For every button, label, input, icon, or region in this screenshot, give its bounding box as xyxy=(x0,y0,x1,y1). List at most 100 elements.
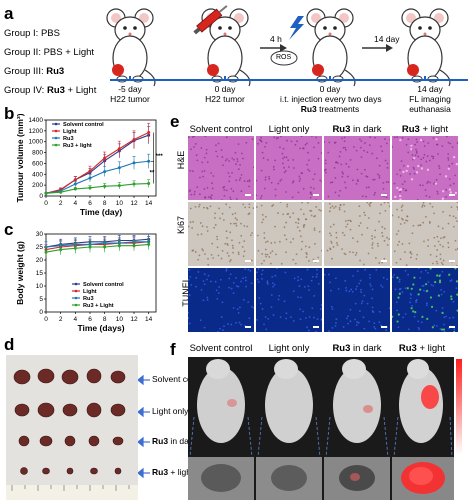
y-tick-label: 800 xyxy=(32,150,43,157)
y-tick-label: 200 xyxy=(32,182,43,189)
legend-marker xyxy=(74,296,78,300)
tumor-row-label-2: Light only xyxy=(152,406,189,416)
series-line xyxy=(45,238,149,248)
ruler xyxy=(11,485,130,491)
series-line xyxy=(45,241,149,248)
data-point xyxy=(103,170,107,174)
panel-a-illustration xyxy=(106,5,468,87)
tumor-row-label-1: Solvent control xyxy=(152,374,209,384)
imaging-col-3: Ru3 in dark xyxy=(332,343,382,354)
tumor-photo xyxy=(6,355,138,500)
legend-marker xyxy=(74,289,78,293)
ros-label: ROS xyxy=(276,54,292,61)
legend-label: Ru3 xyxy=(83,296,94,302)
histology-tile-tunel xyxy=(188,268,254,332)
legend-marker xyxy=(74,303,78,307)
arrow-14day-icon xyxy=(386,44,393,52)
panel-d-arrows xyxy=(138,374,150,479)
plot-frame xyxy=(45,119,157,197)
data-point xyxy=(147,182,151,186)
mouse-1-icon xyxy=(106,8,156,87)
panel-label-e: e xyxy=(170,112,180,131)
group-label-2: Group II: PBS + Light xyxy=(4,47,95,58)
legend-marker xyxy=(54,136,58,140)
histology-tile-he xyxy=(324,136,390,200)
legend-marker xyxy=(54,143,58,147)
data-point xyxy=(117,244,121,248)
y-tick-label: 400 xyxy=(32,171,43,178)
data-point xyxy=(88,186,92,190)
series-line xyxy=(45,241,149,251)
fluorescence-scale-bar xyxy=(456,359,462,455)
arrow-4h-label: 4 h xyxy=(270,34,282,44)
tumour-volume-chart: 0 2 4 6 8 10 12 14 0 200 400 600 800 1000 1200 1400 Time… xyxy=(10,113,170,229)
histology-tile-he xyxy=(256,136,322,200)
group-label-1: Group I: PBS xyxy=(4,28,60,39)
histology-col-1: Solvent control xyxy=(189,124,253,135)
series-line xyxy=(45,131,149,194)
mouse-image-4 xyxy=(399,359,443,443)
panel-label-d: d xyxy=(4,335,15,354)
histology-tile-he xyxy=(392,136,458,200)
x-tick-label: 4 xyxy=(74,316,78,323)
ros-bubble xyxy=(270,50,298,66)
data-point xyxy=(117,184,121,188)
y-tick-label: 0 xyxy=(39,193,43,200)
y-tick-label: 10 xyxy=(36,283,44,290)
imaging-panel xyxy=(188,357,468,500)
group-label-4: Group IV: Ru3 + Light xyxy=(4,85,97,96)
x-tick-label: 2 xyxy=(59,200,63,207)
x-tick-label: 10 xyxy=(116,200,124,207)
legend-marker xyxy=(74,282,78,286)
data-point xyxy=(88,245,92,249)
legend-label: Solvent control xyxy=(83,282,124,288)
histology-row-ki67: Ki67 xyxy=(176,216,186,235)
panel-label-a: a xyxy=(4,4,14,23)
mouse-3-icon xyxy=(306,8,356,87)
mouse-image-1 xyxy=(197,359,245,443)
legend-label: Light xyxy=(83,289,97,295)
data-point xyxy=(147,159,151,163)
mouse-2-icon xyxy=(201,8,251,87)
histology-tile-ki67 xyxy=(188,202,254,266)
legend-marker xyxy=(54,129,58,133)
y-tick-label: 30 xyxy=(36,231,44,238)
x-tick-label: 14 xyxy=(145,200,153,207)
histology-tile-tunel xyxy=(324,268,390,332)
y-axis-label: Tumour volume (mm³) xyxy=(15,114,25,203)
imaging-col-4: Ru3 + light xyxy=(398,343,446,354)
data-point xyxy=(73,182,77,186)
histology-tile-ki67 xyxy=(324,202,390,266)
x-tick-label: 8 xyxy=(103,200,107,207)
significance-label: ** xyxy=(150,170,155,176)
mouse-4-icon xyxy=(401,8,451,87)
y-tick-label: 0 xyxy=(39,309,43,316)
histology-col-3: Ru3 in dark xyxy=(332,124,382,135)
data-point xyxy=(103,245,107,249)
histology-tile-ki67 xyxy=(256,202,322,266)
x-tick-label: 12 xyxy=(130,316,138,323)
data-point xyxy=(88,169,92,173)
arrow-4h-icon xyxy=(280,44,287,52)
legend-label: Solvent control xyxy=(63,122,104,128)
panel-label-f: f xyxy=(170,340,176,359)
data-point xyxy=(44,191,48,195)
histology-col-2: Light only xyxy=(268,124,310,135)
panel-label-c: c xyxy=(4,220,14,239)
x-tick-label: 10 xyxy=(116,316,124,323)
series-line xyxy=(45,182,149,194)
data-point xyxy=(132,182,136,186)
data-point xyxy=(132,161,136,165)
y-tick-label: 5 xyxy=(39,296,43,303)
x-tick-label: 0 xyxy=(44,200,48,207)
histology-col-4: Ru3 + light xyxy=(401,124,449,135)
y-tick-label: 600 xyxy=(32,160,43,167)
data-point xyxy=(147,130,151,134)
timeline-label-1: -5 day H22 tumor xyxy=(110,84,150,104)
histology-tile-tunel xyxy=(392,268,458,332)
x-tick-label: 6 xyxy=(88,200,92,207)
significance-label: *** xyxy=(156,154,164,160)
arrow-14day-label: 14 day xyxy=(374,34,400,44)
data-point xyxy=(103,184,107,188)
x-tick-label: 14 xyxy=(145,316,153,323)
